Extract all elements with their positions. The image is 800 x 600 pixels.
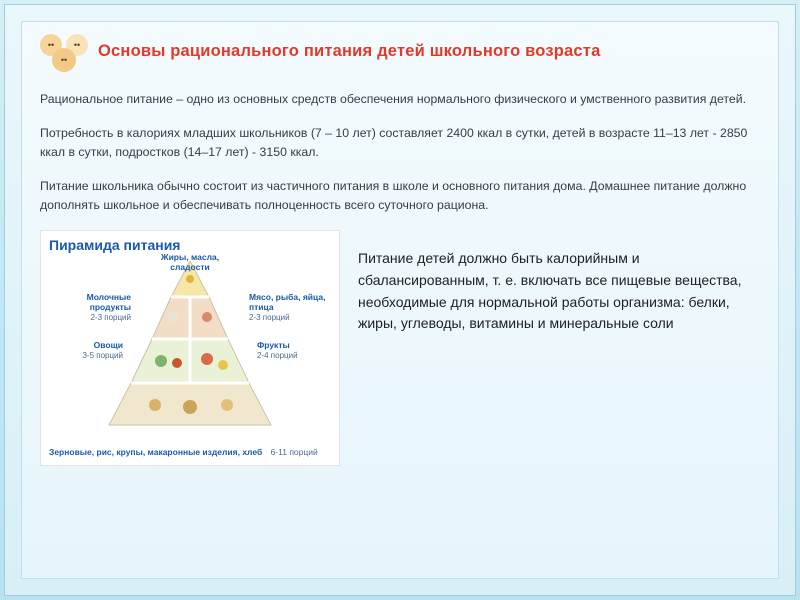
intro-paragraph-1: Рациональное питание – одно из основных … — [40, 90, 760, 108]
pyramid-diagram: Жиры, масла, сладости Молочные продукты … — [49, 255, 331, 445]
pyr-fruit-serv: 2-4 порций — [257, 351, 327, 360]
pyr-veg-serv: 3-5 порций — [53, 351, 123, 360]
pyr-base-name: Зерновые, рис, крупы, макаронные изделия… — [49, 447, 262, 457]
pyr-meat-serv: 2-3 порций — [249, 313, 335, 322]
pyr-label-meat: Мясо, рыба, яйца, птица 2-3 порций — [249, 293, 335, 322]
pyr-label-fruit: Фрукты 2-4 порций — [257, 341, 327, 360]
pyr-label-veg: Овощи 3-5 порций — [53, 341, 123, 360]
pyr-label-dairy: Молочные продукты 2-3 порций — [45, 293, 131, 322]
pyr-label-base: Зерновые, рис, крупы, макаронные изделия… — [49, 447, 331, 457]
intro-paragraph-3: Питание школьника обычно состоит из част… — [40, 177, 760, 214]
pyr-dairy-name: Молочные продукты — [87, 292, 131, 312]
side-paragraph: Питание детей должно быть калорийным и с… — [358, 230, 760, 335]
content-panel: •• •• •• Основы рационального питания де… — [21, 21, 779, 579]
pyr-dairy-serv: 2-3 порций — [45, 313, 131, 322]
header-row: •• •• •• Основы рационального питания де… — [40, 30, 760, 72]
outer-frame: •• •• •• Основы рационального питания де… — [4, 4, 796, 596]
pyr-fruit-name: Фрукты — [257, 340, 290, 350]
lower-row: Пирамида питания — [40, 230, 760, 466]
intro-paragraph-2: Потребность в калориях младших школьнико… — [40, 124, 760, 161]
children-faces-icon: •• •• •• — [40, 30, 88, 72]
page-title: Основы рационального питания детей школь… — [98, 42, 600, 61]
pyr-top-name: Жиры, масла, сладости — [161, 252, 219, 272]
pyramid-card: Пирамида питания — [40, 230, 340, 466]
pyr-meat-name: Мясо, рыба, яйца, птица — [249, 292, 325, 312]
pyr-label-top: Жиры, масла, сладости — [145, 253, 235, 273]
pyr-base-serv: 6-11 порций — [271, 447, 318, 457]
pyr-veg-name: Овощи — [94, 340, 123, 350]
pyramid-title: Пирамида питания — [49, 237, 331, 253]
